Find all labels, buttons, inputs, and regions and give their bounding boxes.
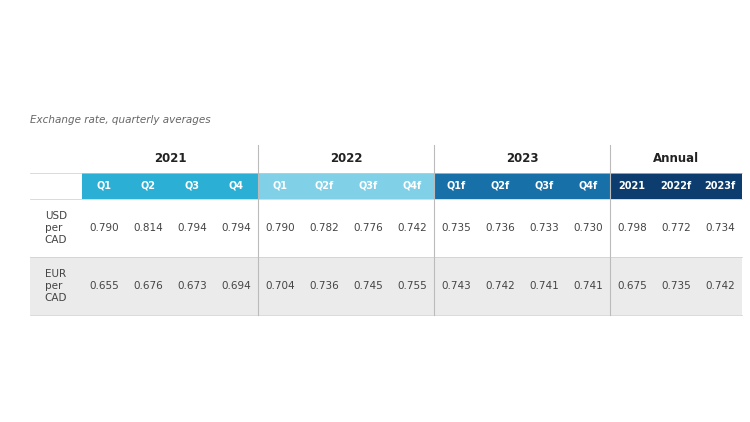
- Text: Q1: Q1: [97, 181, 112, 191]
- Bar: [82, 173, 126, 199]
- Bar: [434, 173, 478, 199]
- Bar: [126, 173, 170, 199]
- Text: USD
per
CAD: USD per CAD: [45, 211, 68, 246]
- Text: 0.655: 0.655: [89, 281, 118, 291]
- Bar: [346, 173, 390, 199]
- Text: 0.741: 0.741: [573, 281, 603, 291]
- Text: 0.790: 0.790: [266, 223, 295, 233]
- Bar: [30, 257, 742, 315]
- Text: 0.742: 0.742: [398, 223, 427, 233]
- Text: 0.742: 0.742: [485, 281, 514, 291]
- Text: 0.741: 0.741: [530, 281, 559, 291]
- Text: Q2f: Q2f: [314, 181, 334, 191]
- Bar: [566, 173, 610, 199]
- Text: 2021: 2021: [154, 152, 186, 165]
- Bar: [698, 173, 742, 199]
- Text: 2022f: 2022f: [660, 181, 692, 191]
- Text: Q4f: Q4f: [402, 181, 422, 191]
- Text: 2022: 2022: [330, 152, 362, 165]
- Text: Q4: Q4: [229, 181, 244, 191]
- Text: Q1: Q1: [272, 181, 287, 191]
- Text: 2023f: 2023f: [704, 181, 736, 191]
- Text: 0.673: 0.673: [177, 281, 207, 291]
- Text: 0.798: 0.798: [617, 223, 646, 233]
- Text: 0.733: 0.733: [530, 223, 559, 233]
- Text: 2021: 2021: [619, 181, 646, 191]
- Bar: [214, 173, 258, 199]
- Text: 0.735: 0.735: [662, 281, 691, 291]
- Text: 0.776: 0.776: [353, 223, 382, 233]
- Text: 0.743: 0.743: [441, 281, 471, 291]
- Text: 0.794: 0.794: [221, 223, 251, 233]
- Text: 0.730: 0.730: [573, 223, 603, 233]
- Text: Exchange rate, quarterly averages: Exchange rate, quarterly averages: [30, 115, 211, 125]
- Text: Q4f: Q4f: [578, 181, 598, 191]
- Bar: [610, 173, 654, 199]
- Text: 0.755: 0.755: [398, 281, 427, 291]
- Bar: [522, 173, 566, 199]
- Text: 0.790: 0.790: [89, 223, 118, 233]
- Text: Q2: Q2: [140, 181, 155, 191]
- Text: 0.734: 0.734: [705, 223, 735, 233]
- Text: 2023: 2023: [506, 152, 538, 165]
- Bar: [302, 173, 346, 199]
- Bar: [258, 173, 302, 199]
- Text: Q2f: Q2f: [490, 181, 510, 191]
- Text: 0.736: 0.736: [485, 223, 514, 233]
- Text: 0.694: 0.694: [221, 281, 251, 291]
- Text: 0.745: 0.745: [353, 281, 382, 291]
- Bar: [390, 173, 434, 199]
- Bar: [170, 173, 214, 199]
- Text: Q3f: Q3f: [534, 181, 554, 191]
- Text: 0.782: 0.782: [309, 223, 339, 233]
- Bar: [654, 173, 698, 199]
- Text: 0.675: 0.675: [617, 281, 646, 291]
- Text: Annual: Annual: [653, 152, 699, 165]
- Text: 0.814: 0.814: [134, 223, 163, 233]
- Text: 0.742: 0.742: [705, 281, 735, 291]
- Text: Q3f: Q3f: [358, 181, 377, 191]
- Bar: [478, 173, 522, 199]
- Text: EUR
per
CAD: EUR per CAD: [45, 268, 68, 303]
- Bar: [30, 199, 742, 257]
- Text: 0.704: 0.704: [266, 281, 295, 291]
- Text: 0.794: 0.794: [177, 223, 207, 233]
- Text: 0.676: 0.676: [134, 281, 163, 291]
- Text: Q1f: Q1f: [446, 181, 466, 191]
- Text: 0.735: 0.735: [441, 223, 471, 233]
- Text: 0.736: 0.736: [309, 281, 339, 291]
- Text: Q3: Q3: [184, 181, 200, 191]
- Text: 0.772: 0.772: [662, 223, 691, 233]
